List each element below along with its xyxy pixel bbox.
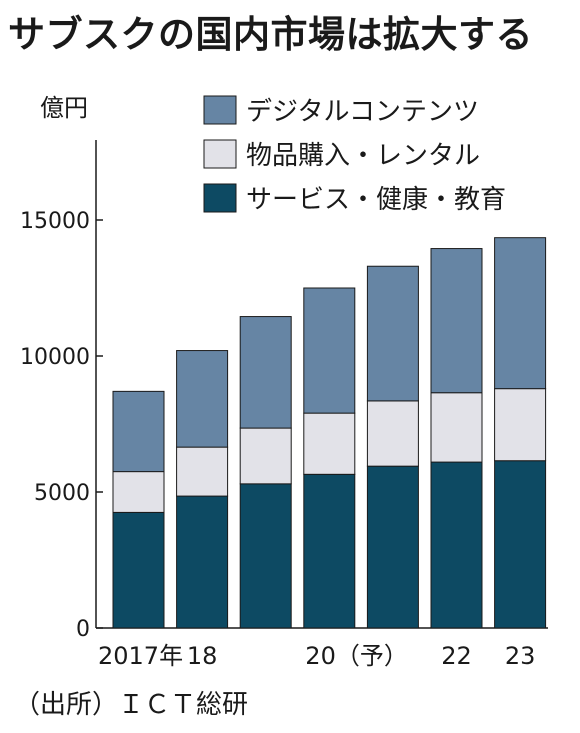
legend-swatch — [203, 95, 237, 125]
bar-segment — [112, 390, 165, 473]
chart-title: サブスクの国内市場は拡大する — [8, 13, 533, 56]
bar-segment — [176, 495, 229, 629]
x-tick-label: 2017年 — [98, 642, 183, 670]
bar-segment — [494, 388, 547, 462]
bar-segment — [112, 511, 165, 629]
bar-segment — [430, 461, 483, 629]
bar-segment — [430, 248, 483, 394]
x-tick-label: 18 — [187, 642, 218, 670]
bars — [112, 237, 547, 629]
bar-segment — [303, 287, 356, 414]
legend-label: 物品購入・レンタル — [246, 141, 480, 171]
bar-segment — [303, 473, 356, 629]
y-axis-label: 億円 — [40, 94, 88, 122]
bar-segment — [494, 460, 547, 629]
axes: 億円 0 5000 10000 15000 2017年 18 20（予） 22 23 — [20, 94, 548, 670]
bar-segment — [239, 316, 292, 429]
source-note: （出所）ＩＣＴ総研 — [14, 690, 249, 720]
bar-segment — [366, 265, 419, 402]
x-tick-label: 20（予） — [305, 642, 408, 670]
legend-swatch — [203, 183, 237, 213]
bar-segment — [112, 471, 165, 513]
y-tick-label: 15000 — [20, 209, 90, 234]
x-tick-label: 23 — [505, 642, 536, 670]
bar-segment — [494, 237, 547, 390]
legend-label: デジタルコンテンツ — [246, 97, 479, 127]
bar-segment — [366, 465, 419, 629]
y-tick-label: 5000 — [34, 481, 90, 506]
bar-segment — [430, 392, 483, 463]
bar-segment — [366, 400, 419, 467]
y-tick-label: 0 — [76, 617, 90, 642]
x-tick-label: 22 — [441, 642, 472, 670]
bar-segment — [176, 350, 229, 448]
legend-label: サービス・健康・教育 — [246, 185, 506, 215]
legend-swatch — [203, 139, 237, 169]
bar-segment — [303, 412, 356, 475]
bar-segment — [176, 446, 229, 497]
y-tick-label: 10000 — [20, 345, 90, 370]
bar-segment — [239, 483, 292, 629]
bar-segment — [239, 427, 292, 485]
